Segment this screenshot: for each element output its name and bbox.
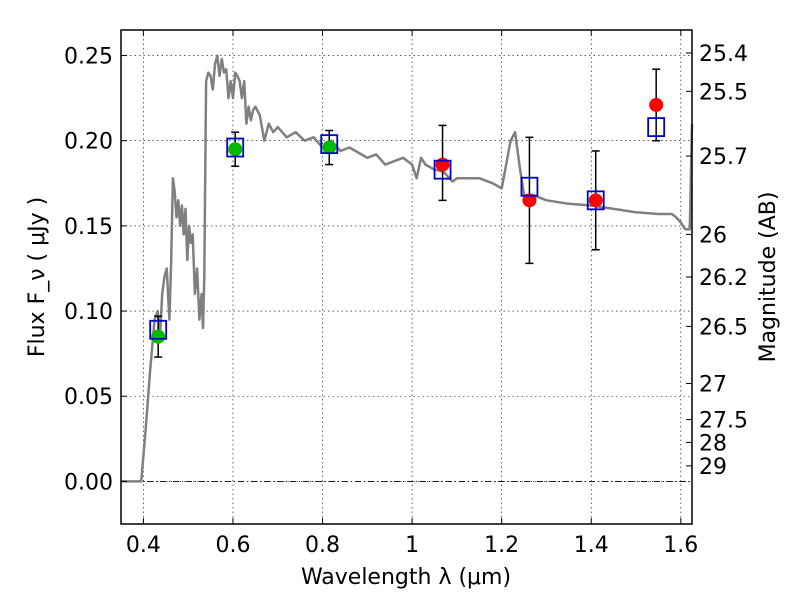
model-photometry-square xyxy=(520,176,539,197)
x-axis-ticks: 0.4 0.6 0.8 1 1.2 1.4 1.6 xyxy=(126,30,698,558)
model-photometry-square xyxy=(226,137,245,158)
x-tick-label: 0.4 xyxy=(126,533,161,558)
right-tick-label: 27.5 xyxy=(699,409,748,434)
y-tick-label: 0.00 xyxy=(64,470,113,495)
model-photometry-square xyxy=(433,159,452,180)
green-point xyxy=(228,142,243,157)
x-axis-label: Wavelength λ (μm) xyxy=(301,565,511,590)
right-tick-label: 28 xyxy=(699,431,727,456)
right-tick-label: 26 xyxy=(699,223,727,248)
right-tick-label: 25.4 xyxy=(699,42,748,67)
x-tick-label: 1 xyxy=(405,533,419,558)
y-axis-label: Flux F_ν ( μJy ) xyxy=(25,197,50,357)
right-tick-label: 25.5 xyxy=(699,80,748,105)
y-tick-label: 0.25 xyxy=(64,45,113,70)
right-tick-label: 26.5 xyxy=(699,315,748,340)
right-tick-label: 27 xyxy=(699,372,727,397)
x-tick-label: 1.4 xyxy=(574,533,609,558)
red-point xyxy=(522,193,537,208)
x-tick-label: 0.8 xyxy=(305,533,340,558)
green-point xyxy=(151,329,166,344)
x-tick-label: 1.6 xyxy=(663,533,698,558)
model-sed-line xyxy=(121,54,694,483)
right-tick-label: 25.7 xyxy=(699,145,748,170)
right-tick-label: 26.2 xyxy=(699,266,748,291)
red-point xyxy=(435,157,450,172)
markers xyxy=(149,97,666,344)
right-tick-label: 29 xyxy=(699,455,727,480)
model-sed-layer xyxy=(121,54,694,483)
y-tick-label: 0.10 xyxy=(64,300,113,325)
green-point xyxy=(322,140,337,155)
x-tick-label: 0.6 xyxy=(215,533,250,558)
y-axis-ticks: 0.00 0.05 0.10 0.15 0.20 0.25 xyxy=(64,45,127,495)
y-tick-label: 0.15 xyxy=(64,215,113,240)
model-photometry-square xyxy=(586,190,605,211)
model-photometry-square xyxy=(320,134,339,155)
model-photometry-square xyxy=(647,117,666,137)
model-photometry-square xyxy=(149,319,168,340)
y-tick-label: 0.20 xyxy=(64,130,113,155)
y-tick-label: 0.05 xyxy=(64,385,113,410)
right-axis-label: Magnitude (AB) xyxy=(756,192,781,363)
x-tick-label: 1.2 xyxy=(484,533,519,558)
red-point xyxy=(649,97,664,112)
red-point xyxy=(588,193,603,208)
